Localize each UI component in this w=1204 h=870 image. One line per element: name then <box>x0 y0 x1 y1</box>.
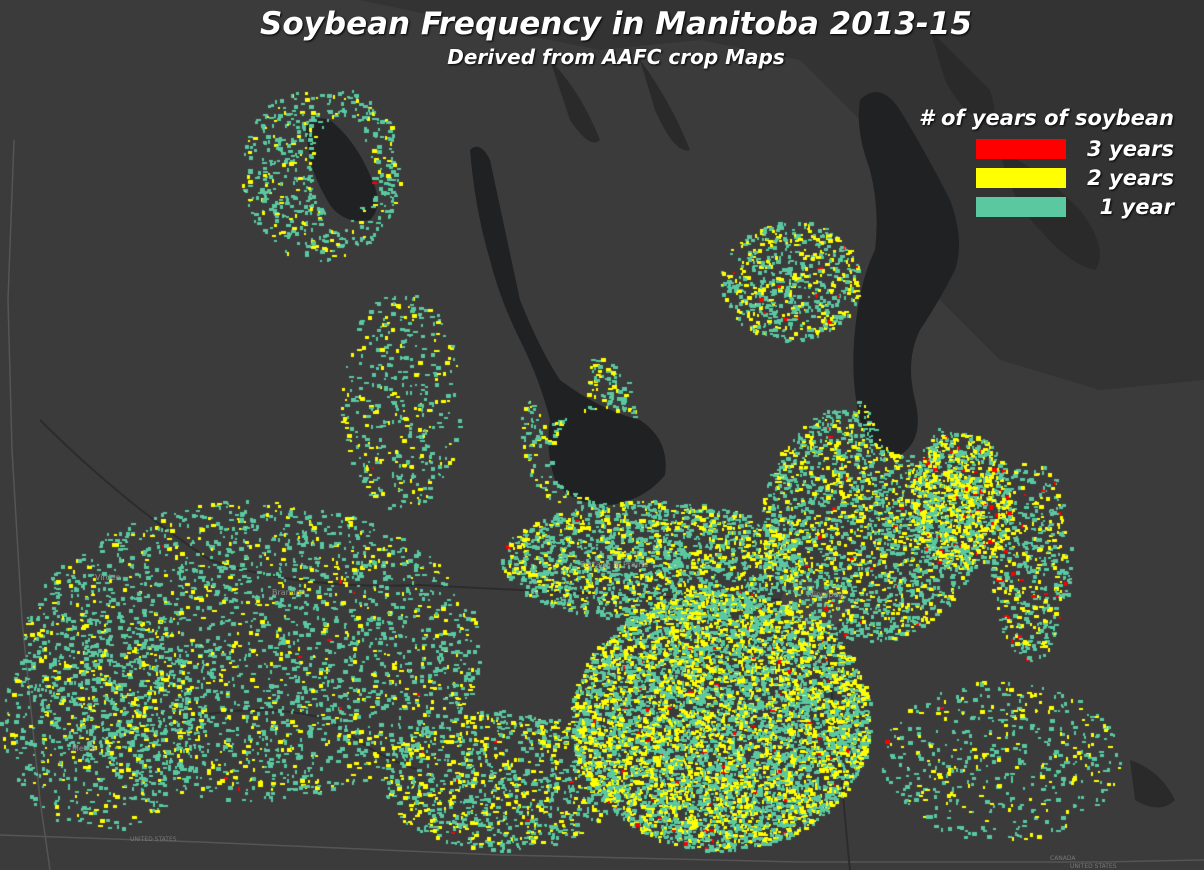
legend-label: 1 year <box>1099 194 1174 219</box>
legend-swatch-yellow <box>976 167 1066 188</box>
place-label-virden: Virden <box>95 573 121 582</box>
place-label-portage: Portage la Prairie <box>580 560 649 569</box>
map-title: Soybean Frequency in Manitoba 2013-15 <box>260 6 972 42</box>
legend: # of years of soybean 3 years 2 years 1 … <box>919 106 1174 221</box>
legend-item-2-years: 2 years <box>919 163 1174 192</box>
legend-item-1-year: 1 year <box>919 192 1174 221</box>
legend-item-3-years: 3 years <box>919 134 1174 163</box>
legend-label: 3 years <box>1087 136 1174 161</box>
legend-swatch-red <box>976 138 1066 159</box>
legend-title: # of years of soybean <box>919 106 1174 130</box>
place-label-brandon: Brandon <box>272 588 306 597</box>
place-label-winnipeg: Winnipeg <box>806 590 844 599</box>
place-label-melita: Melita <box>72 744 97 753</box>
border-label-usa-west: UNITED STATES <box>130 836 177 843</box>
border-label-usa: UNITED STATES <box>1070 863 1117 870</box>
map-subtitle: Derived from AAFC crop Maps <box>447 45 785 69</box>
legend-swatch-teal <box>976 196 1066 217</box>
border-label-canada: CANADA <box>1050 855 1076 862</box>
legend-label: 2 years <box>1087 165 1174 190</box>
